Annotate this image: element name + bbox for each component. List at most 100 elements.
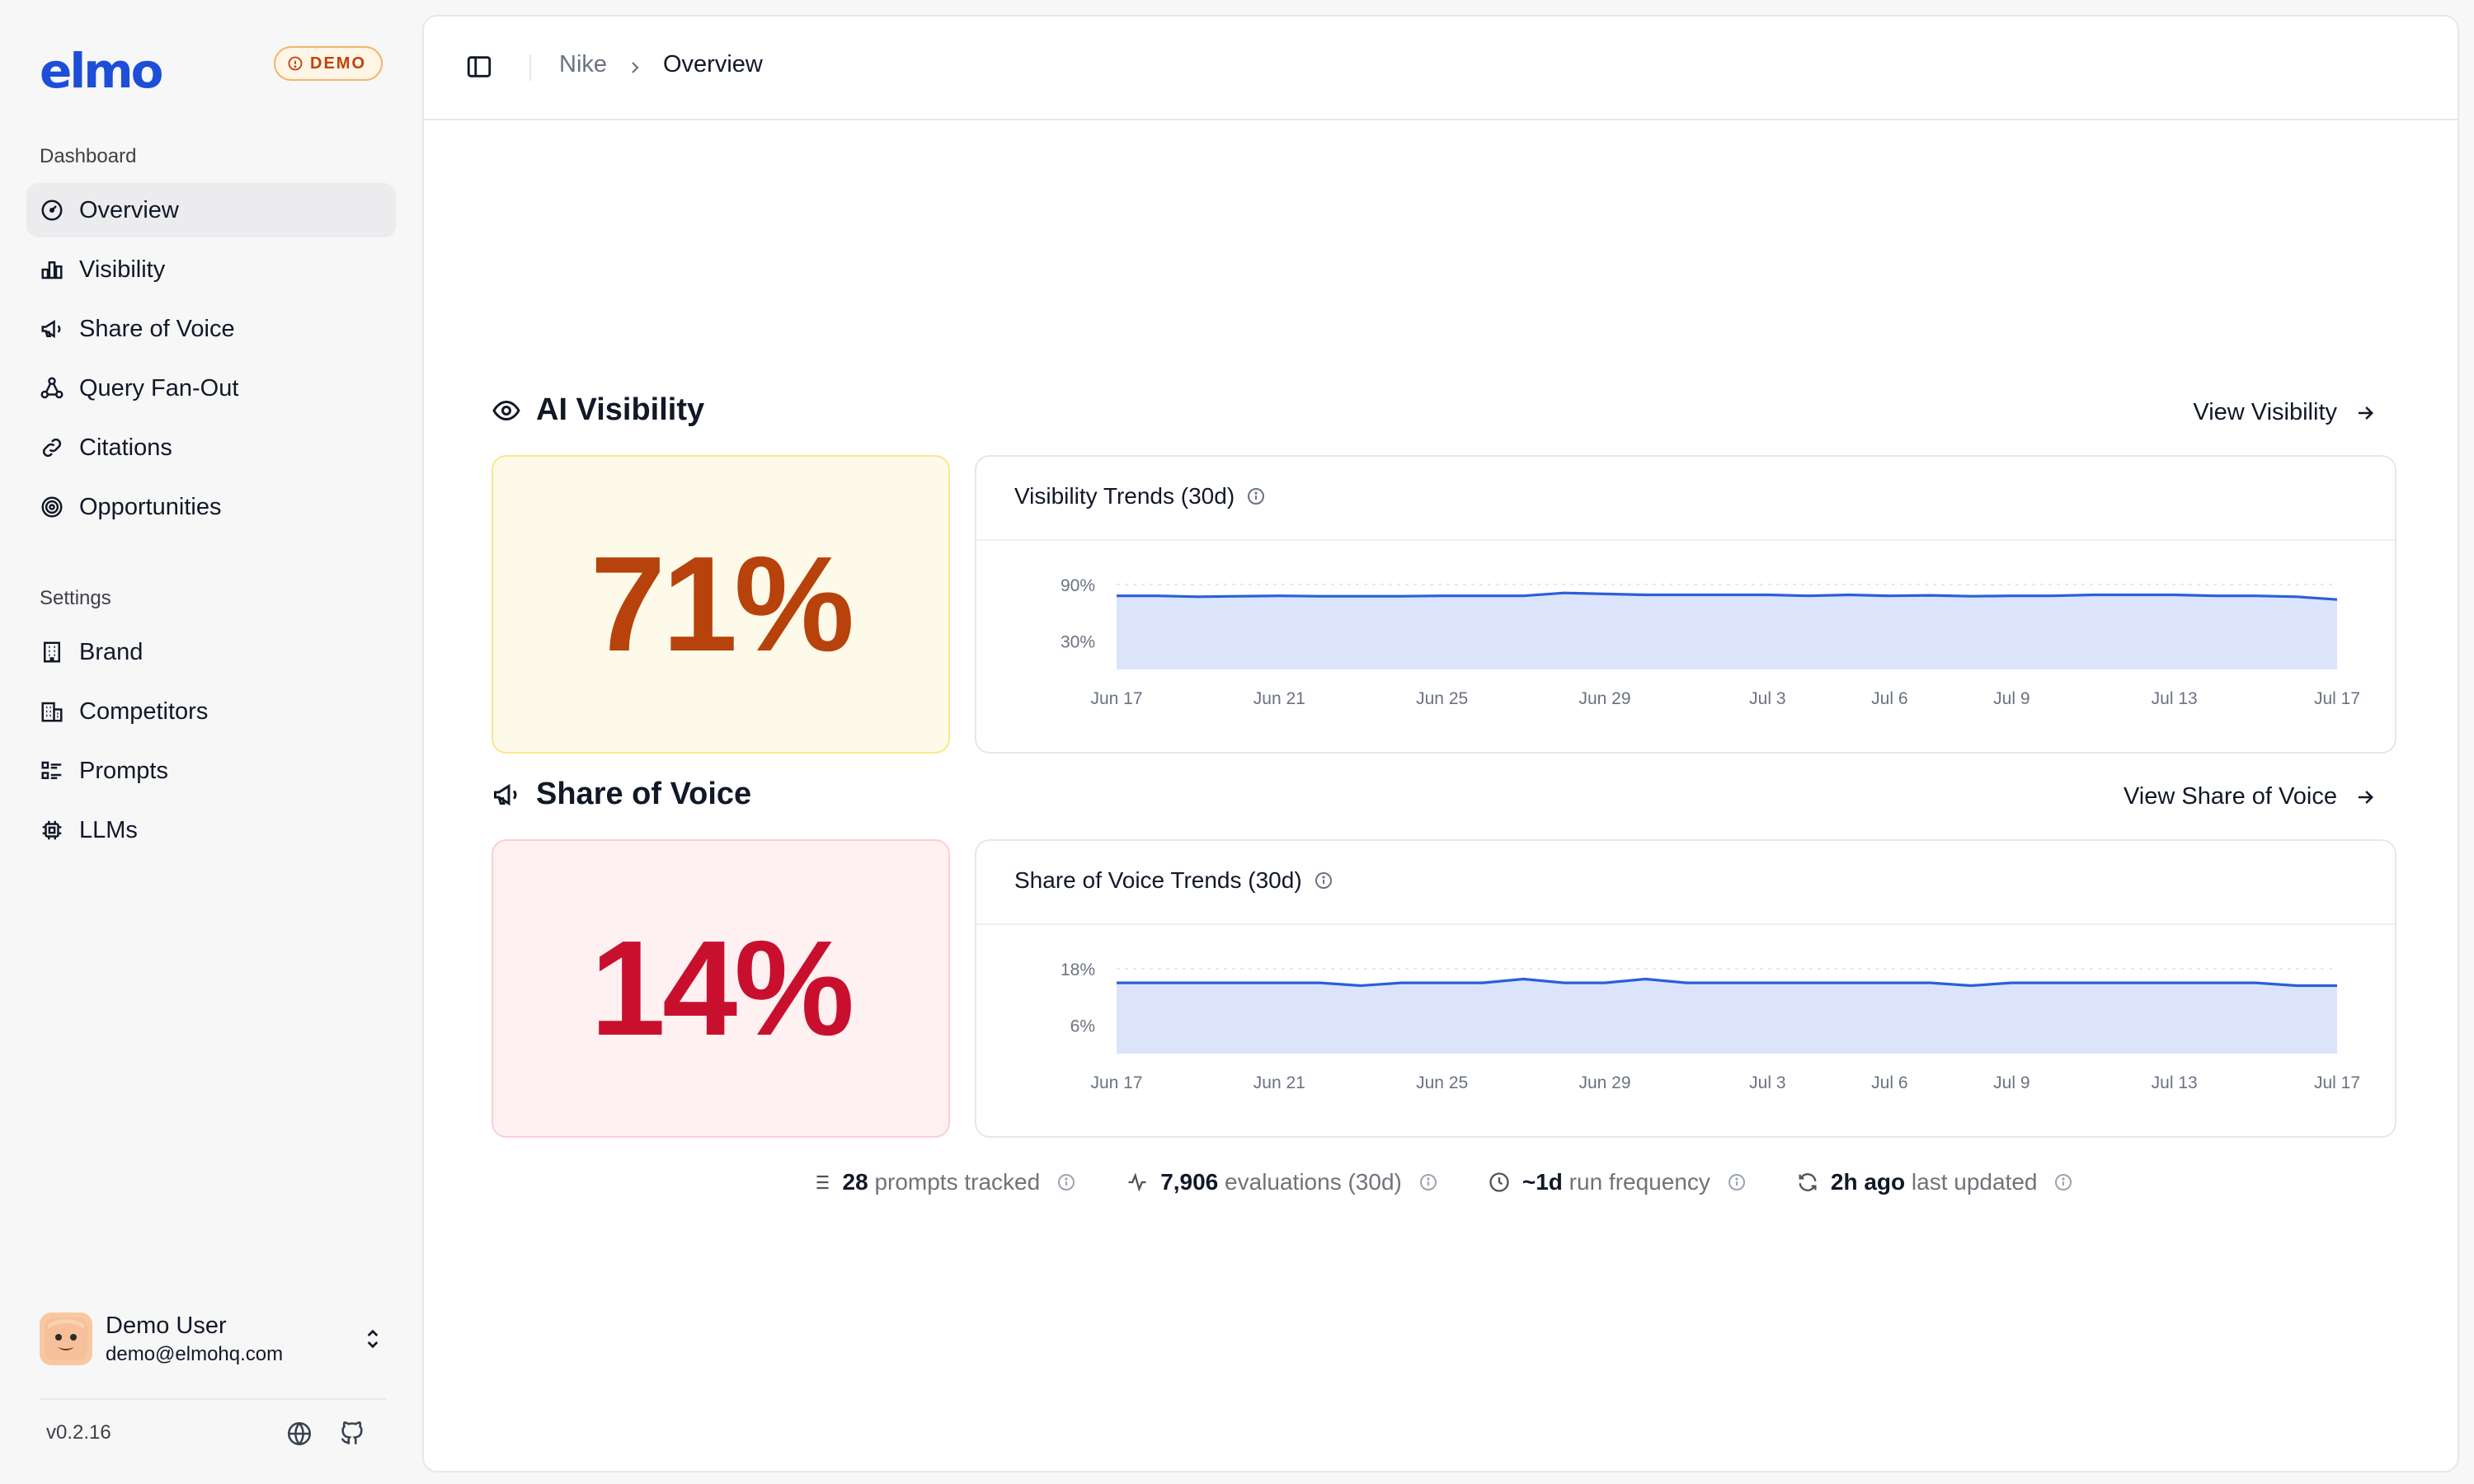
github-icon[interactable] — [338, 1420, 366, 1448]
x-tick-label: Jun 21 — [1253, 1073, 1305, 1092]
visibility-trends-chart: 90% 30% Jun 17 Jun 21 Jun 25 Jun 29 Jul 3 Jul 6… — [1061, 576, 2360, 708]
visibility-trends-title: Visibility Trends (30d) — [1014, 483, 1266, 510]
x-tick-label: Jul 9 — [1993, 1073, 2030, 1092]
clock-icon — [1489, 1172, 1509, 1192]
dashboard-section-label: Dashboard — [40, 145, 137, 167]
sidebar-item-label: LLMs — [79, 816, 138, 843]
view-visibility-label: View Visibility — [2193, 399, 2337, 425]
prompts-value: 28 — [842, 1169, 868, 1195]
evaluations-label: evaluations (30d) — [1225, 1169, 1402, 1195]
stat-last-updated: 2h ago last updated — [1796, 1169, 2074, 1195]
breadcrumb-current: Overview — [663, 51, 763, 77]
info-icon — [288, 56, 303, 71]
sidebar-item-label: Share of Voice — [79, 315, 235, 342]
sidebar-item-label: Prompts — [79, 757, 168, 784]
visibility-score-value: 71% — [590, 528, 854, 679]
user-email: demo@elmohq.com — [106, 1342, 284, 1365]
buildings-icon — [41, 702, 63, 722]
sidebar-item-label: Opportunities — [79, 493, 222, 520]
info-icon[interactable] — [2053, 1172, 2073, 1192]
user-name: Demo User — [106, 1312, 227, 1339]
sidebar-item-brand[interactable]: Brand — [26, 625, 396, 679]
avatar-face-icon — [45, 1317, 87, 1360]
evaluations-value: 7,906 — [1160, 1169, 1219, 1195]
eye-icon — [492, 400, 520, 420]
y-tick-label: 18% — [1061, 960, 1095, 979]
share-of-voice-trends-title-label: Share of Voice Trends (30d) — [1014, 867, 1302, 893]
avatar — [40, 1313, 92, 1365]
demo-badge: DEMO — [274, 46, 383, 81]
sidebar-item-label: Overview — [79, 196, 179, 223]
share-of-voice-trends-header: Share of Voice Trends (30d) — [976, 841, 2395, 925]
user-menu[interactable]: Demo User demo@elmohq.com — [40, 1308, 386, 1370]
x-tick-label: Jul 13 — [2152, 689, 2198, 708]
brand-logo[interactable]: elmo — [40, 43, 163, 99]
x-tick-label: Jul 17 — [2314, 689, 2360, 708]
series-area — [1117, 979, 2337, 1054]
info-icon[interactable] — [1246, 486, 1266, 506]
x-tick-label: Jun 29 — [1578, 1073, 1630, 1092]
sidebar-item-share-of-voice[interactable]: Share of Voice — [26, 302, 396, 356]
sidebar-item-overview[interactable]: Overview — [26, 183, 396, 237]
sidebar-item-citations[interactable]: Citations — [26, 420, 396, 475]
last-updated-value: 2h ago — [1830, 1169, 1906, 1195]
x-tick-label: Jun 21 — [1253, 689, 1305, 708]
x-tick-label: Jun 25 — [1416, 689, 1468, 708]
sidebar-toggle-icon[interactable] — [465, 53, 493, 81]
prompts-label: prompts tracked — [874, 1169, 1041, 1195]
bar-chart-icon — [41, 261, 63, 279]
megaphone-icon — [41, 319, 61, 339]
x-tick-label: Jun 17 — [1090, 1073, 1142, 1092]
stats-row: 28 prompts tracked 7,906 evaluations (30… — [424, 1169, 2458, 1195]
share-of-voice-trends-title: Share of Voice Trends (30d) — [1014, 867, 1333, 894]
list-icon — [811, 1175, 828, 1190]
x-tick-label: Jul 9 — [1993, 689, 2030, 708]
settings-section-label: Settings — [40, 587, 111, 609]
share-of-voice-heading: Share of Voice — [492, 777, 751, 812]
visibility-trends-header: Visibility Trends (30d) — [976, 457, 2395, 541]
info-icon[interactable] — [1314, 871, 1333, 890]
share-of-voice-trends-chart: 18% 6% Jun 17 Jun 21 Jun 25 Jun 29 Jul 3 Jul 6 J… — [1061, 960, 2360, 1092]
x-tick-label: Jun 17 — [1090, 689, 1142, 708]
sidebar-item-prompts[interactable]: Prompts — [26, 744, 396, 798]
top-bar-separator — [529, 54, 531, 81]
share-of-voice-score-value: 14% — [590, 913, 854, 1064]
cpu-icon — [42, 820, 62, 840]
globe-icon[interactable] — [285, 1420, 313, 1448]
building-icon — [44, 641, 60, 663]
info-icon[interactable] — [1727, 1172, 1747, 1192]
stat-run-frequency: ~1d run frequency — [1488, 1169, 1747, 1195]
info-icon[interactable] — [1418, 1172, 1438, 1192]
breadcrumb-parent[interactable]: Nike — [559, 51, 608, 77]
x-tick-label: Jun 29 — [1578, 689, 1630, 708]
sidebar-item-query-fan-out[interactable]: Query Fan-Out — [26, 361, 396, 416]
sidebar-item-opportunities[interactable]: Opportunities — [26, 480, 396, 534]
x-tick-label: Jul 3 — [1749, 1073, 1785, 1092]
ai-visibility-heading: AI Visibility — [492, 392, 704, 428]
sidebar-item-llms[interactable]: LLMs — [26, 803, 396, 857]
top-bar: Nike Overview — [424, 16, 2458, 120]
sidebar-item-visibility[interactable]: Visibility — [26, 242, 396, 297]
view-share-of-voice-link[interactable]: View Share of Voice — [2124, 783, 2377, 810]
activity-icon — [1128, 1172, 1146, 1192]
target-icon — [41, 496, 63, 518]
y-tick-label: 6% — [1070, 1017, 1095, 1036]
sidebar: elmo DEMO Dashboard Overview Visibility … — [0, 0, 412, 1484]
x-tick-label: Jul 13 — [2152, 1073, 2198, 1092]
sidebar-item-label: Competitors — [79, 697, 209, 725]
ai-visibility-title: AI Visibility — [536, 392, 705, 427]
x-tick-label: Jun 25 — [1416, 1073, 1468, 1092]
link-icon — [42, 438, 62, 458]
stat-evaluations: 7,906 evaluations (30d) — [1126, 1169, 1438, 1195]
sidebar-item-label: Brand — [79, 638, 143, 665]
sidebar-item-label: Visibility — [79, 256, 166, 283]
sidebar-item-competitors[interactable]: Competitors — [26, 684, 396, 739]
visibility-score-card: 71% — [492, 455, 950, 754]
run-frequency-label: run frequency — [1569, 1169, 1710, 1195]
view-visibility-link[interactable]: View Visibility — [2193, 399, 2377, 426]
main-panel: Nike Overview AI Visibility View Visibil… — [422, 15, 2459, 1472]
info-icon[interactable] — [1056, 1172, 1076, 1192]
view-share-of-voice-label: View Share of Voice — [2123, 783, 2337, 810]
x-tick-label: Jul 6 — [1871, 1073, 1907, 1092]
visibility-trends-card: Visibility Trends (30d) 90% 30% Jun 17 Jun … — [975, 455, 2396, 754]
